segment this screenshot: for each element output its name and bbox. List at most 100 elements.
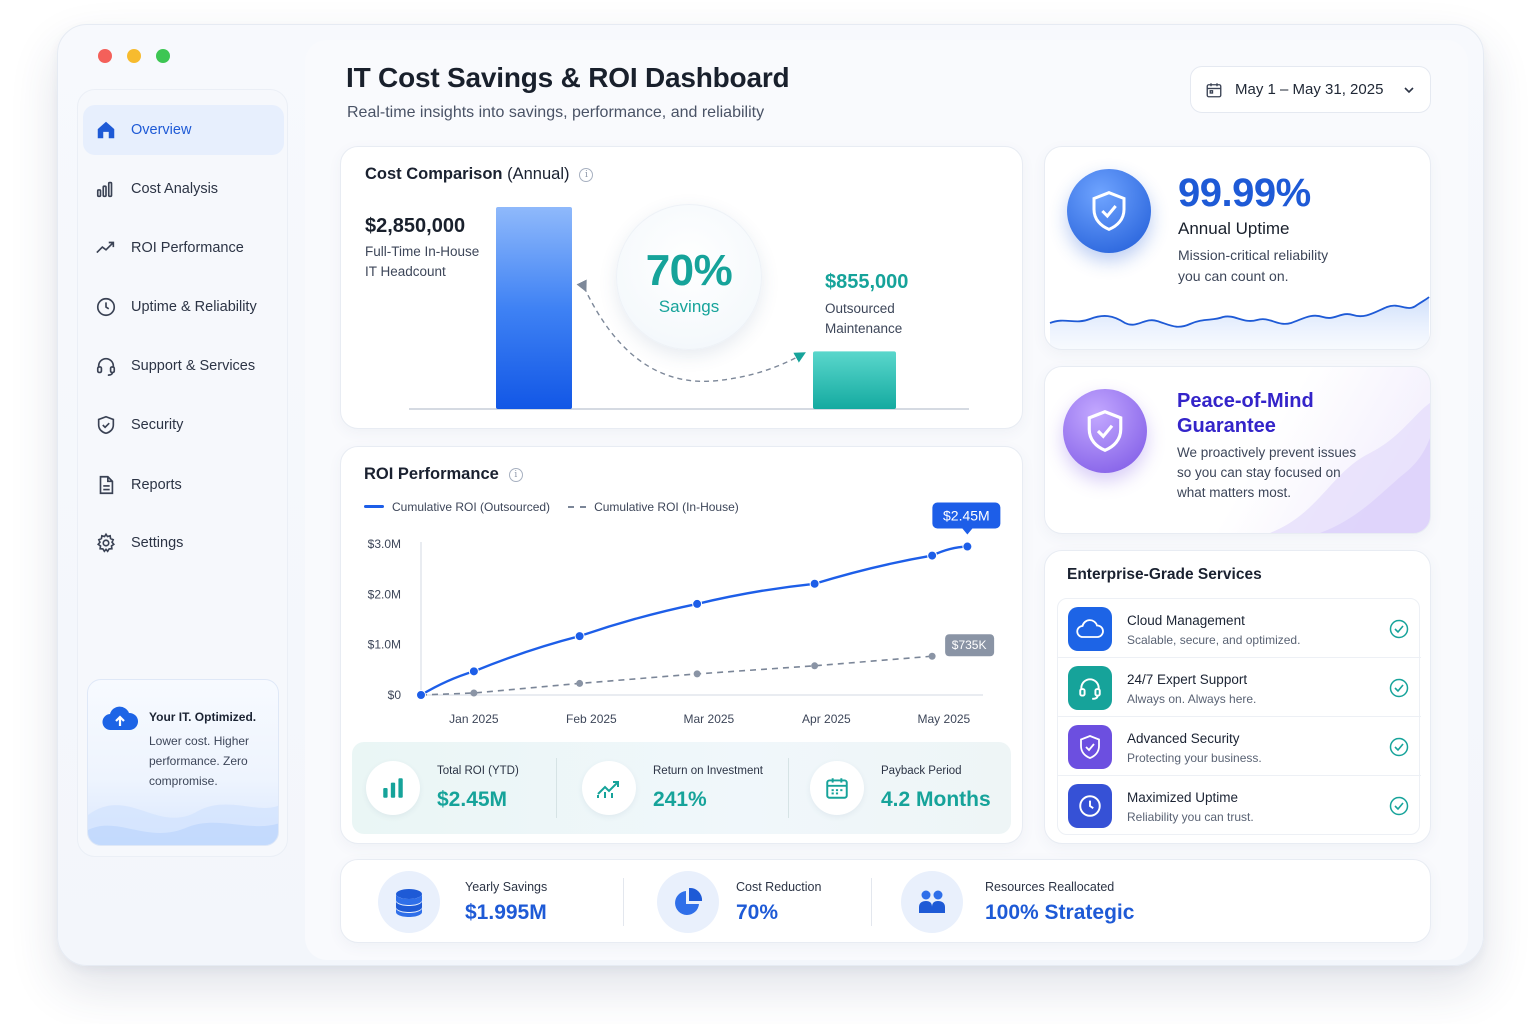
clock-icon — [96, 297, 116, 317]
shield-icon — [97, 415, 115, 435]
bar-chart-icon — [96, 181, 113, 198]
y-tick-label: $1.0M — [368, 638, 401, 652]
roi-title: ROI Performance — [364, 465, 499, 483]
service-name: Advanced Security — [1127, 731, 1240, 746]
roi-line-chart: $3.0M $2.0M $1.0M $0 Jan 2025 Feb 2025 Mar 202… — [368, 502, 1001, 726]
savings-percent: 70% — [645, 246, 733, 295]
window-close-button[interactable] — [98, 49, 112, 63]
sidebar-item-overview[interactable]: Overview — [83, 105, 284, 155]
badge-outsourced-pointer — [962, 528, 973, 535]
check-circle-icon — [1389, 796, 1409, 816]
stat-label: Cost Reduction — [736, 880, 822, 894]
legend-label: Cumulative ROI (Outsourced) — [392, 500, 551, 514]
service-desc: Reliability you can trust. — [1127, 810, 1254, 824]
check-circle-icon — [1389, 678, 1409, 698]
point-inhouse — [693, 670, 701, 678]
stat-total-roi: Total ROI (YTD) $2.45M — [352, 742, 552, 834]
sidebar-item-uptime[interactable]: Uptime & Reliability — [83, 282, 284, 332]
coins-icon — [378, 871, 440, 933]
uptime-value: 99.99% — [1178, 171, 1311, 215]
stat-value: $1.995M — [465, 901, 547, 924]
sidebar-item-label: Overview — [131, 122, 192, 138]
roi-stats-strip: Total ROI (YTD) $2.45M Return on Investm… — [352, 742, 1011, 834]
badge-inhouse-bg — [945, 634, 995, 657]
sidebar-item-cost-analysis[interactable]: Cost Analysis — [83, 164, 284, 214]
inhouse-label-line2: IT Headcount — [365, 264, 446, 279]
service-desc: Always on. Always here. — [1127, 692, 1257, 706]
point-outsourced — [416, 690, 426, 700]
service-name: 24/7 Expert Support — [1127, 672, 1248, 687]
x-tick-label: Jan 2025 — [449, 712, 499, 726]
series-line-inhouse — [420, 655, 933, 696]
stat-yearly-savings: Yearly Savings $1.995M — [341, 860, 621, 944]
page-title: IT Cost Savings & ROI Dashboard — [346, 62, 790, 93]
decorative-waves — [1270, 403, 1430, 533]
window-minimize-button[interactable] — [127, 49, 141, 63]
badge-outsourced-bg — [932, 502, 1001, 529]
service-name: Cloud Management — [1127, 613, 1245, 628]
services-list: Cloud Management Scalable, secure, and o… — [1057, 598, 1421, 835]
shield-icon — [1068, 725, 1112, 769]
roi-performance-card: ROI Performance i Cumulative ROI (Outsour… — [340, 446, 1023, 844]
legend-label: Cumulative ROI (In-House) — [594, 500, 739, 514]
sidebar-item-label: Reports — [131, 477, 182, 493]
page-subtitle: Real-time insights into savings, perform… — [347, 104, 765, 121]
stat-label: Yearly Savings — [465, 880, 548, 894]
sidebar-item-label: Support & Services — [131, 358, 256, 374]
point-inhouse — [928, 652, 936, 660]
sidebar-item-support[interactable]: Support & Services — [83, 341, 284, 391]
sidebar-item-label: Security — [131, 417, 184, 433]
services-title: Enterprise-Grade Services — [1067, 566, 1262, 583]
stat-value: 70% — [736, 901, 779, 924]
sidebar-item-roi-performance[interactable]: ROI Performance — [83, 223, 284, 273]
decorative-waves — [88, 804, 278, 845]
y-tick-label: $3.0M — [368, 537, 401, 551]
sidebar-item-label: Uptime & Reliability — [131, 299, 257, 315]
legend-outsourced: Cumulative ROI (Outsourced) — [364, 500, 550, 514]
stat-value: $2.45M — [437, 788, 508, 811]
service-maximized-uptime[interactable]: Maximized Uptime Reliability you can tru… — [1058, 776, 1421, 835]
stat-label: Payback Period — [881, 765, 962, 777]
guarantee-desc: We proactively prevent issues so you can… — [1177, 443, 1356, 503]
stat-label: Resources Reallocated — [985, 880, 1115, 894]
outsourced-label-line2: Maintenance — [825, 321, 903, 336]
bar-outsourced — [813, 351, 896, 409]
stat-return-on-investment: Return on Investment 241% — [568, 742, 788, 834]
calendar-icon — [810, 761, 864, 815]
cloud-icon — [1068, 607, 1112, 651]
sidebar-item-settings[interactable]: Settings — [83, 518, 284, 568]
promo-text: Lower cost. Higher performance. Zero com… — [149, 734, 250, 788]
cost-comparison-card: Cost Comparison (Annual) i $2,850,000 Ful… — [340, 146, 1023, 429]
x-tick-label: Apr 2025 — [802, 712, 851, 726]
sidebar-item-label: Settings — [131, 535, 184, 551]
cost-title-suffix: (Annual) — [507, 165, 570, 183]
point-outsourced — [927, 550, 938, 561]
service-expert-support[interactable]: 24/7 Expert Support Always on. Always he… — [1058, 658, 1421, 717]
chevron-down-icon — [1404, 87, 1414, 94]
inhouse-label-line1: Full-Time In-House — [365, 244, 480, 259]
service-name: Maximized Uptime — [1127, 790, 1239, 805]
cost-title: Cost Comparison — [365, 165, 503, 183]
stat-value: 100% Strategic — [985, 901, 1135, 924]
info-icon[interactable]: i — [508, 468, 523, 482]
x-tick-label: May 2025 — [918, 712, 971, 726]
sidebar-item-security[interactable]: Security — [83, 400, 284, 450]
service-advanced-security[interactable]: Advanced Security Protecting your busine… — [1058, 717, 1421, 776]
window-maximize-button[interactable] — [156, 49, 170, 63]
legend-inhouse: Cumulative ROI (In-House) — [568, 500, 739, 514]
point-outsourced — [692, 598, 703, 609]
gear-icon — [96, 532, 116, 553]
home-icon — [97, 121, 115, 139]
guarantee-card: Peace-of-Mind Guarantee We proactively p… — [1044, 366, 1431, 534]
shield-check-icon — [1063, 389, 1147, 473]
sidebar-item-reports[interactable]: Reports — [83, 460, 284, 510]
stat-label: Return on Investment — [653, 765, 763, 777]
date-range-picker[interactable]: May 1 – May 31, 2025 — [1190, 66, 1431, 113]
uptime-desc-line1: Mission-critical reliability — [1178, 247, 1329, 263]
cost-bars — [409, 207, 969, 410]
point-outsourced — [962, 541, 973, 552]
guarantee-title-line2: Guarantee — [1177, 415, 1276, 437]
bar-inhouse — [496, 207, 572, 409]
service-cloud-management[interactable]: Cloud Management Scalable, secure, and o… — [1058, 599, 1421, 658]
info-icon[interactable]: i — [579, 168, 594, 182]
